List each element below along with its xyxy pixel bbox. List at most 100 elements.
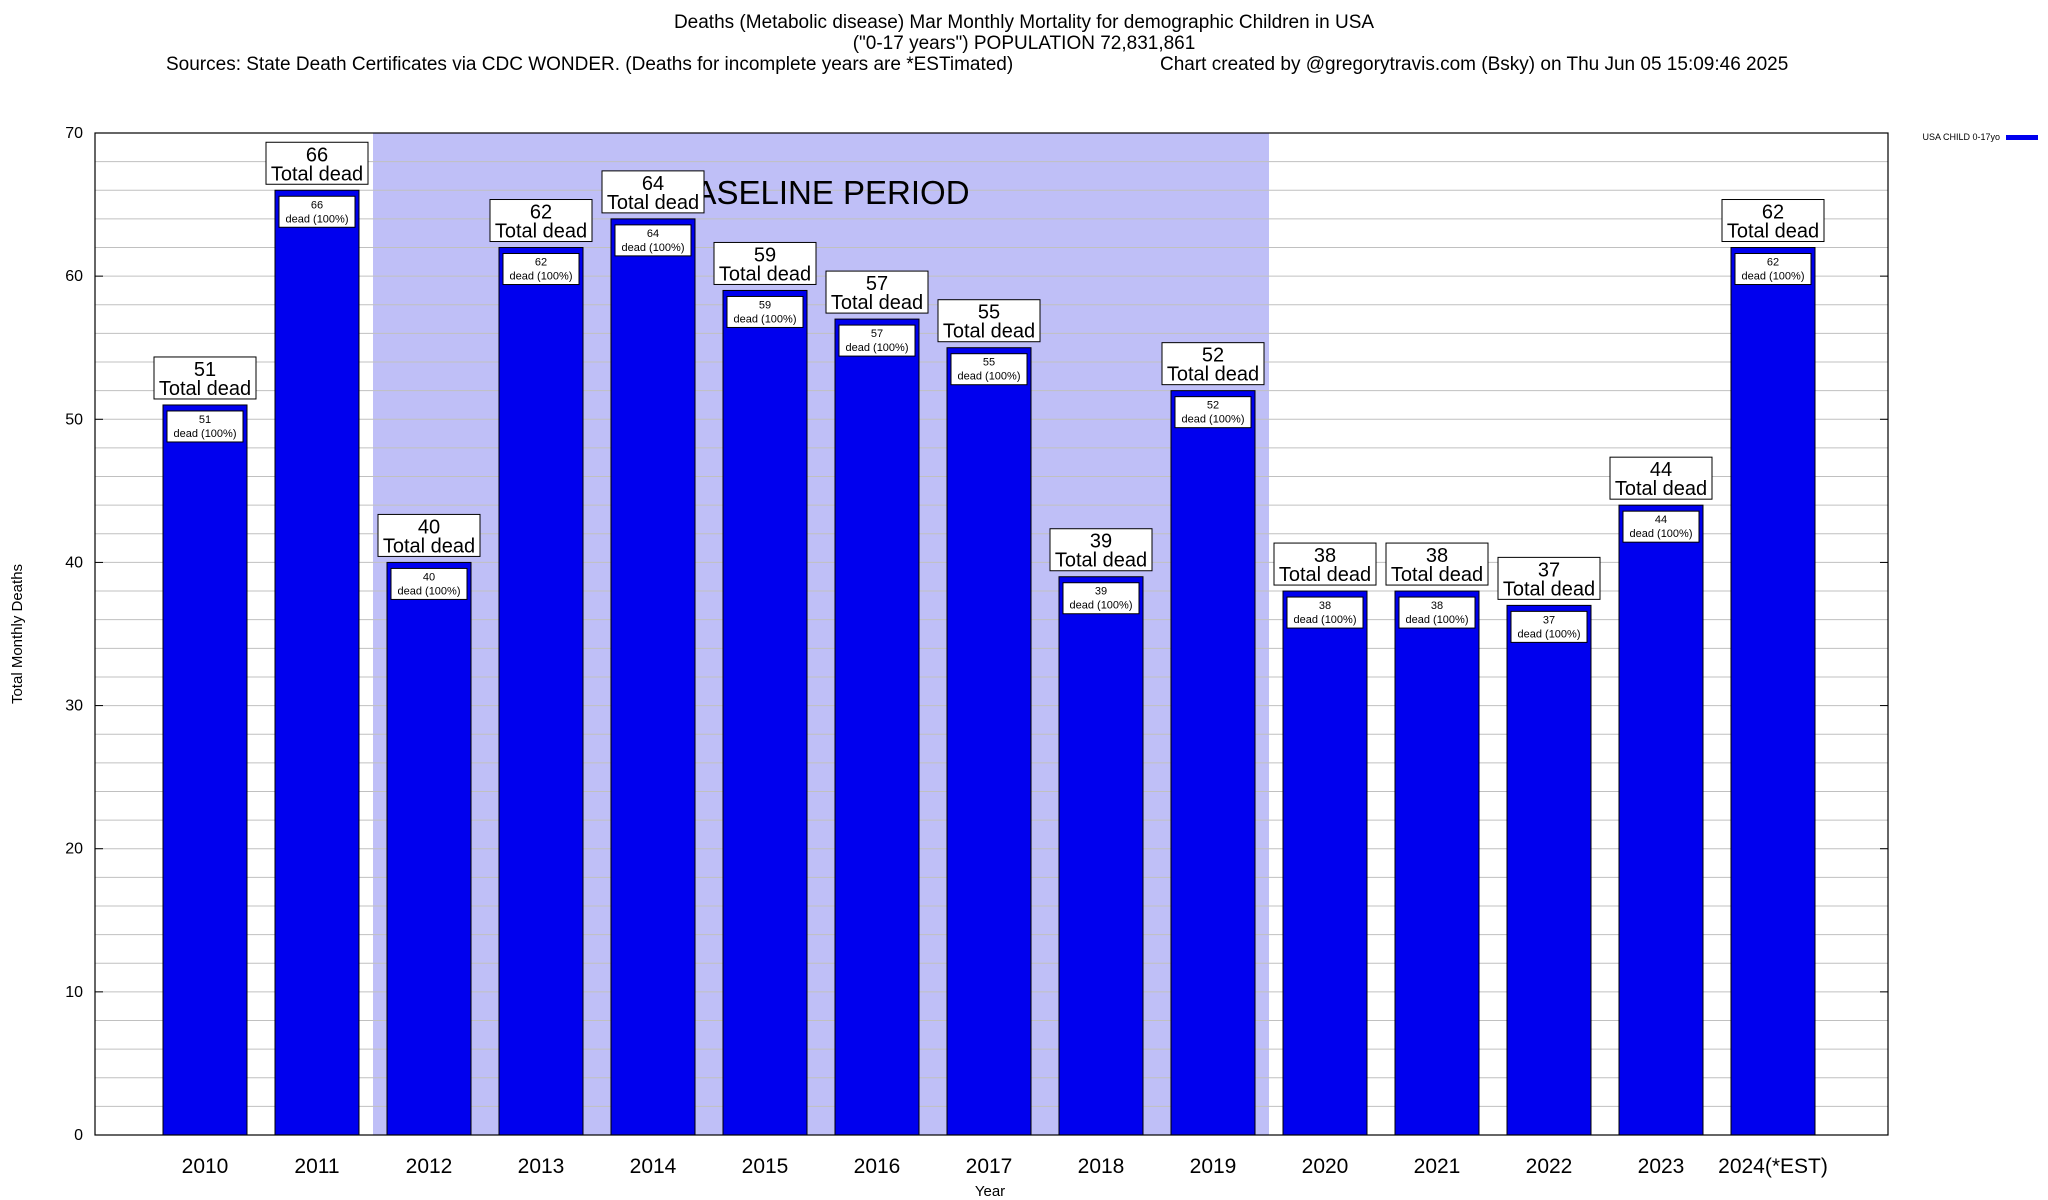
bar-total-label-box bbox=[377, 513, 481, 557]
bar-inner-percent: dead (100%) bbox=[846, 342, 909, 354]
bar-total-label: Total dead bbox=[495, 221, 587, 243]
bar-total-value: 38 bbox=[1314, 545, 1336, 567]
bar-total-value: 51 bbox=[194, 359, 216, 381]
bar bbox=[1282, 590, 1368, 1136]
bar-total-label: Total dead bbox=[1391, 564, 1483, 586]
x-tick-label: 2010 bbox=[182, 1155, 229, 1178]
bar-inner-value: 57 bbox=[871, 328, 883, 340]
bar-inner-label-box bbox=[278, 195, 356, 228]
bar-inner-value: 66 bbox=[311, 199, 323, 211]
chart-credit: Chart created by @gregorytravis.com (Bsk… bbox=[1160, 54, 1789, 75]
bar bbox=[386, 561, 472, 1136]
bar bbox=[610, 218, 696, 1136]
x-tick-label: 2023 bbox=[1638, 1155, 1685, 1178]
bar-inner-label-box bbox=[614, 224, 692, 257]
bar-total-label-box bbox=[153, 356, 257, 400]
bar-inner-value: 40 bbox=[423, 571, 435, 583]
x-tick-label: 2011 bbox=[294, 1155, 339, 1178]
bar-inner-percent: dead (100%) bbox=[1182, 414, 1245, 426]
bar-inner-label-box bbox=[166, 410, 244, 443]
bar-total-label: Total dead bbox=[1727, 221, 1819, 243]
bar-total-value: 52 bbox=[1202, 345, 1224, 367]
bar-inner-percent: dead (100%) bbox=[510, 271, 573, 283]
bar-total-label-box bbox=[265, 141, 369, 185]
chart-subtitle: ("0-17 years") POPULATION 72,831,861 bbox=[852, 33, 1196, 54]
bar-total-label-box bbox=[1721, 199, 1825, 243]
x-tick-label: 2021 bbox=[1414, 1155, 1461, 1178]
bar-total-label: Total dead bbox=[1055, 550, 1147, 572]
bar-inner-percent: dead (100%) bbox=[1070, 600, 1133, 612]
baseline-period-label: BASELINE PERIOD bbox=[672, 174, 969, 211]
x-tick-label: 2019 bbox=[1190, 1155, 1237, 1178]
bar-inner-value: 52 bbox=[1207, 400, 1219, 412]
bar-total-value: 66 bbox=[306, 144, 328, 166]
bar-inner-percent: dead (100%) bbox=[174, 428, 237, 440]
y-axis-label: Total Monthly Deaths bbox=[9, 564, 26, 704]
bar-inner-percent: dead (100%) bbox=[286, 213, 349, 225]
bar bbox=[1506, 604, 1592, 1136]
bar-total-value: 57 bbox=[866, 273, 888, 295]
y-tick-label: 70 bbox=[65, 125, 83, 142]
bar bbox=[162, 404, 248, 1136]
plot-border bbox=[94, 132, 1889, 1136]
bar-total-label: Total dead bbox=[831, 292, 923, 314]
bar-total-label-box bbox=[489, 199, 593, 243]
bar-inner-value: 38 bbox=[1431, 600, 1443, 612]
bar-total-value: 62 bbox=[1762, 202, 1784, 224]
bar-inner-percent: dead (100%) bbox=[1518, 628, 1581, 640]
chart-sources: Sources: State Death Certificates via CD… bbox=[166, 54, 1014, 75]
bar-inner-value: 59 bbox=[759, 299, 771, 311]
bar-total-label: Total dead bbox=[1503, 578, 1595, 600]
bar-total-value: 64 bbox=[642, 173, 664, 195]
bar-inner-percent: dead (100%) bbox=[1742, 271, 1805, 283]
bar-total-label: Total dead bbox=[1615, 478, 1707, 500]
bar-inner-percent: dead (100%) bbox=[622, 242, 685, 254]
bar-inner-label-box bbox=[1062, 582, 1140, 615]
bar-total-label-box bbox=[1497, 556, 1601, 600]
bar bbox=[946, 347, 1032, 1136]
bar-inner-label-box bbox=[390, 567, 468, 600]
bar-inner-value: 64 bbox=[647, 228, 659, 240]
bar-inner-value: 38 bbox=[1319, 600, 1331, 612]
bar bbox=[1170, 390, 1256, 1136]
bar-total-value: 38 bbox=[1426, 545, 1448, 567]
bar-inner-label-box bbox=[838, 324, 916, 357]
y-tick-label: 40 bbox=[65, 554, 83, 571]
bar-inner-value: 55 bbox=[983, 357, 995, 369]
chart-title-block: Deaths (Metabolic disease) Mar Monthly M… bbox=[0, 12, 2048, 54]
bar-total-label-box bbox=[1385, 542, 1489, 586]
bar-total-label: Total dead bbox=[943, 321, 1035, 343]
bar-inner-percent: dead (100%) bbox=[1406, 614, 1469, 626]
bar-inner-label-box bbox=[502, 253, 580, 286]
bar-total-label-box bbox=[1161, 342, 1265, 386]
bar-total-label-box bbox=[601, 170, 705, 214]
bar-inner-value: 51 bbox=[199, 414, 211, 426]
y-tick-label: 20 bbox=[65, 841, 83, 858]
bar-total-value: 62 bbox=[530, 202, 552, 224]
bar-total-label-box bbox=[713, 241, 817, 285]
bar-total-value: 40 bbox=[418, 516, 440, 538]
bar-total-value: 59 bbox=[754, 244, 776, 266]
bar-inner-value: 62 bbox=[1767, 257, 1779, 269]
bar-inner-value: 37 bbox=[1543, 614, 1555, 626]
bar-inner-value: 44 bbox=[1655, 514, 1667, 526]
bar-inner-label-box bbox=[1510, 610, 1588, 643]
bar bbox=[834, 318, 920, 1136]
bar-total-label: Total dead bbox=[607, 192, 699, 214]
bar-inner-value: 62 bbox=[535, 257, 547, 269]
bar-total-label: Total dead bbox=[1167, 364, 1259, 386]
x-tick-label: 2013 bbox=[518, 1155, 565, 1178]
bar-inner-label-box bbox=[1174, 396, 1252, 429]
y-tick-label: 50 bbox=[65, 411, 83, 428]
bar-total-label-box bbox=[1273, 542, 1377, 586]
bar-inner-percent: dead (100%) bbox=[1630, 528, 1693, 540]
chart-title: Deaths (Metabolic disease) Mar Monthly M… bbox=[673, 12, 1375, 33]
y-tick-label: 10 bbox=[65, 984, 83, 1001]
legend-swatch bbox=[2006, 135, 2038, 140]
bar-total-label: Total dead bbox=[1279, 564, 1371, 586]
bar-inner-label-box bbox=[950, 353, 1028, 386]
x-axis-label: Year bbox=[975, 1183, 1005, 1200]
bar bbox=[274, 189, 360, 1136]
bar bbox=[1618, 504, 1704, 1136]
